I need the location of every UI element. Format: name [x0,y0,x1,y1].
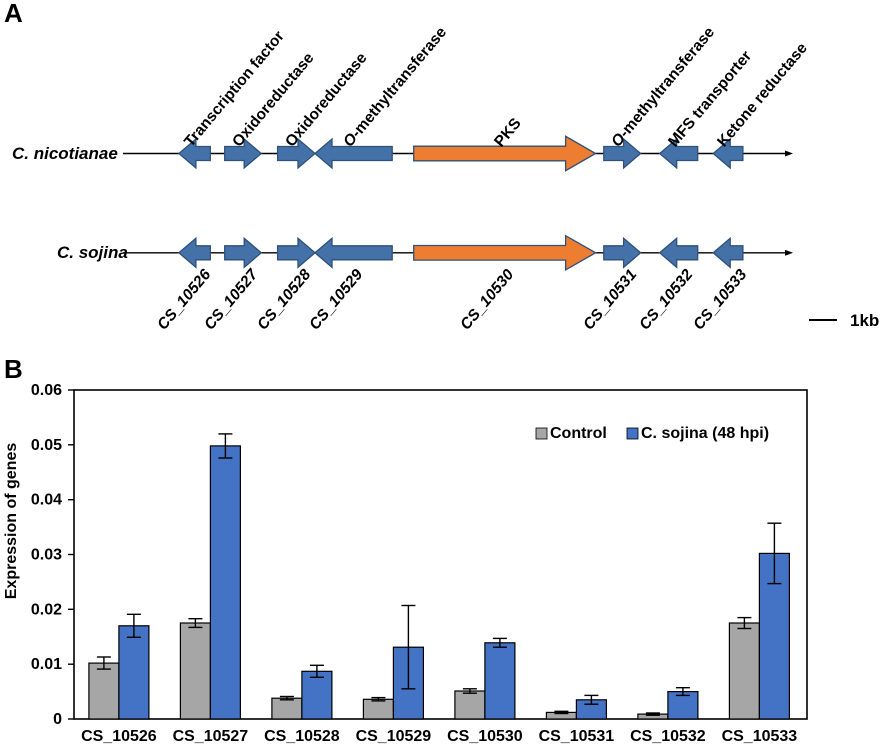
svg-text:CS_10530: CS_10530 [447,728,523,745]
svg-text:CS_10531: CS_10531 [539,728,615,745]
svg-text:CS_10526: CS_10526 [81,728,157,745]
svg-text:CS_10533: CS_10533 [722,728,798,745]
svg-text:Expression of genes: Expression of genes [3,443,20,600]
svg-text:CS_10527: CS_10527 [173,728,249,745]
svg-text:0.02: 0.02 [31,601,62,618]
svg-text:0.04: 0.04 [31,492,62,509]
svg-text:CS_10532: CS_10532 [630,728,706,745]
svg-text:0.01: 0.01 [31,656,62,673]
svg-text:CS_10529: CS_10529 [356,728,432,745]
svg-text:0.03: 0.03 [31,547,62,564]
svg-text:Control: Control [550,425,607,442]
svg-text:CS_10528: CS_10528 [264,728,340,745]
svg-text:C. sojina (48 hpi): C. sojina (48 hpi) [641,425,769,442]
svg-text:0.06: 0.06 [31,382,62,399]
svg-text:0: 0 [53,711,62,728]
svg-text:0.05: 0.05 [31,437,62,454]
